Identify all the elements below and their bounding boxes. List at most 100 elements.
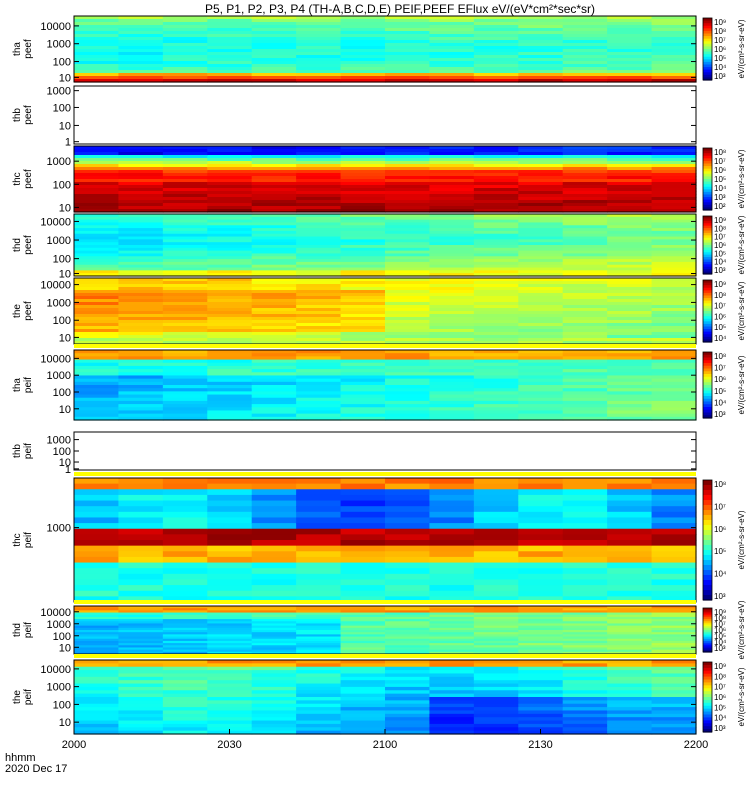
heatmap-cell (518, 397, 564, 402)
heatmap-cell (74, 356, 120, 361)
heatmap-cell (429, 612, 475, 616)
heatmap-cell (207, 302, 253, 306)
heatmap-cell (118, 329, 164, 333)
heatmap-cell (429, 302, 475, 306)
colorbar-tick-label: 10⁶ (714, 45, 726, 54)
heatmap-cell (385, 720, 431, 725)
heatmap-cell (429, 483, 475, 490)
heatmap-cell (429, 173, 475, 177)
heatmap-cell (251, 185, 297, 189)
heatmap-cell (251, 676, 297, 681)
heatmap-cell (651, 612, 697, 616)
heatmap-cell (607, 362, 653, 367)
heatmap-cell (162, 46, 208, 50)
heatmap-cell (473, 31, 519, 35)
heatmap-cell (251, 326, 297, 330)
heatmap-cell (207, 242, 253, 246)
colorbar-segment (703, 697, 712, 701)
heatmap-cell (118, 651, 164, 655)
heatmap-cell (607, 625, 653, 629)
colorbar-segment (703, 682, 712, 686)
heatmap-cell (429, 146, 475, 150)
heatmap-cell (651, 391, 697, 396)
y-tick-label: 10 (59, 642, 71, 654)
heatmap-cell (518, 612, 564, 616)
heatmap-cell (518, 400, 564, 405)
heatmap-cell (562, 155, 608, 159)
heatmap-cell (74, 686, 120, 691)
heatmap-cell (385, 686, 431, 691)
heatmap-cell (562, 717, 608, 722)
heatmap-cell (473, 645, 519, 649)
heatmap-cell (162, 239, 208, 243)
heatmap-cell (518, 222, 564, 226)
heatmap-cell (385, 410, 431, 415)
heatmap-cell (251, 619, 297, 622)
heatmap-cell (118, 40, 164, 44)
heatmap-cell (296, 680, 342, 685)
heatmap-cell (562, 233, 608, 238)
colorbar-segment (703, 316, 712, 320)
heatmap-cell (562, 494, 608, 502)
heatmap-cell (429, 610, 475, 614)
heatmap-cell (340, 545, 386, 552)
heatmap-cell (251, 670, 297, 675)
heatmap-cell (651, 302, 697, 306)
heatmap-cell (429, 185, 475, 189)
heatmap-cell (562, 236, 608, 240)
heatmap-cell (296, 483, 342, 490)
heatmap-cell (651, 161, 697, 165)
colorbar-tick-label: 10⁹ (714, 608, 726, 617)
heatmap-cell (207, 70, 253, 74)
heatmap-cell (296, 353, 342, 357)
heatmap-cell (473, 394, 519, 399)
heatmap-cell (385, 568, 431, 575)
heatmap-cell (518, 707, 564, 712)
heatmap-cell (340, 214, 386, 218)
heatmap-cell (562, 676, 608, 681)
heatmap-cell (340, 46, 386, 50)
heatmap-cell (162, 293, 208, 297)
heatmap-cell (562, 79, 608, 83)
heatmap-cell (385, 270, 431, 274)
heatmap-cell (251, 219, 297, 224)
heatmap-cell (607, 700, 653, 705)
heatmap-cell (118, 551, 164, 558)
heatmap-cell (340, 28, 386, 32)
heatmap-cell (651, 362, 697, 367)
colorbar-tick-label: 10⁸ (714, 480, 726, 489)
y-tick-label: 10 (59, 120, 71, 132)
colorbar-segment (703, 505, 712, 511)
heatmap-cell (207, 413, 253, 418)
heatmap-cell (251, 630, 297, 633)
heatmap-cell (118, 149, 164, 153)
heatmap-cell (518, 230, 564, 235)
heatmap-cell (562, 152, 608, 156)
heatmap-cell (518, 311, 564, 315)
heatmap-cell (385, 697, 431, 701)
heatmap-cell (651, 610, 697, 614)
heatmap-cell (385, 28, 431, 32)
heatmap-cell (74, 335, 120, 339)
heatmap-cell (607, 407, 653, 412)
heatmap-cell (429, 640, 475, 644)
heatmap-cell (429, 608, 475, 611)
heatmap-cell (385, 645, 431, 649)
heatmap-cell (118, 647, 164, 651)
heatmap-cell (251, 58, 297, 62)
heatmap-cell (74, 46, 120, 50)
heatmap-cell (562, 523, 608, 530)
heatmap-cell (251, 329, 297, 333)
colorbar-tick-label: 10⁹ (714, 280, 726, 289)
heatmap-cell (118, 158, 164, 162)
heatmap-cell (429, 394, 475, 399)
heatmap-cell (296, 391, 342, 396)
heatmap-cell (651, 247, 697, 252)
heatmap-cell (562, 49, 608, 53)
heatmap-cell (162, 302, 208, 306)
heatmap-cell (162, 606, 208, 609)
heatmap-cell (340, 523, 386, 530)
heatmap-cell (296, 25, 342, 29)
heatmap-cell (74, 693, 120, 698)
heatmap-cell (473, 40, 519, 44)
